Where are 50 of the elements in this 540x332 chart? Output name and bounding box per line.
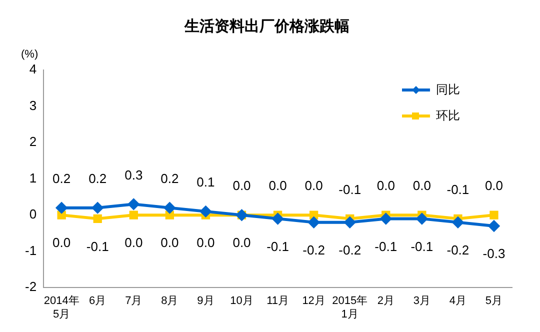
data-label: 0.0 bbox=[412, 178, 431, 194]
data-label: 0.0 bbox=[268, 178, 287, 194]
data-label: 0.0 bbox=[160, 235, 179, 250]
x-tick-label: 2月 bbox=[377, 295, 394, 308]
data-label: 0.0 bbox=[304, 178, 323, 194]
data-label: -0.1 bbox=[266, 238, 289, 254]
data-label: 0.0 bbox=[484, 178, 504, 194]
data-label: -0.1 bbox=[374, 238, 398, 254]
x-tick-label: 9月 bbox=[197, 295, 214, 308]
x-tick-label: 5月 bbox=[485, 295, 503, 308]
data-label: -0.1 bbox=[86, 238, 109, 254]
data-label: -0.1 bbox=[446, 182, 470, 197]
data-label: 0.2 bbox=[160, 170, 179, 186]
data-label: 0.0 bbox=[376, 178, 395, 194]
x-tick-label: 12月 bbox=[302, 295, 326, 308]
x-tick-label: 2014年 5月 bbox=[44, 295, 80, 320]
y-axis-title: (%) bbox=[21, 48, 38, 61]
x-tick-label: 7月 bbox=[125, 295, 142, 308]
x-tick-label: 4月 bbox=[449, 295, 467, 308]
data-label: 0.0 bbox=[52, 235, 71, 250]
y-tick-label: -2 bbox=[24, 279, 37, 294]
x-tick-label: 6月 bbox=[89, 295, 106, 308]
x-tick-label: 2015年 1月 bbox=[332, 295, 368, 320]
legend-label: 环比 bbox=[436, 108, 460, 122]
data-label: 0.1 bbox=[196, 174, 215, 190]
data-label: 0.2 bbox=[52, 170, 71, 186]
legend-label: 同比 bbox=[436, 82, 460, 96]
y-tick-label: 2 bbox=[29, 134, 37, 150]
y-tick-label: 4 bbox=[29, 62, 37, 77]
x-tick-label: 10月 bbox=[230, 295, 254, 308]
data-label: -0.3 bbox=[482, 246, 506, 262]
x-tick-label: 11月 bbox=[266, 295, 289, 308]
data-label: -0.2 bbox=[338, 242, 362, 258]
y-tick-label: 3 bbox=[29, 98, 37, 113]
chart-title: 生活资料出厂价格涨跌幅 bbox=[184, 18, 350, 36]
y-tick-label: -1 bbox=[24, 242, 37, 258]
y-tick-label: 1 bbox=[29, 170, 37, 186]
data-label: 0.0 bbox=[232, 178, 251, 194]
data-label: -0.2 bbox=[446, 242, 470, 258]
data-label: 0.0 bbox=[124, 235, 143, 250]
data-label: -0.1 bbox=[338, 182, 362, 197]
x-tick-label: 3月 bbox=[413, 295, 430, 308]
data-label: 0.2 bbox=[88, 170, 107, 186]
data-label: 0.3 bbox=[124, 167, 143, 182]
y-tick-label: 0 bbox=[29, 206, 37, 222]
data-label: -0.2 bbox=[302, 242, 326, 258]
data-label: -0.1 bbox=[410, 238, 434, 254]
x-tick-label: 8月 bbox=[161, 295, 178, 308]
data-label: 0.0 bbox=[232, 235, 251, 250]
data-label: 0.0 bbox=[196, 235, 215, 250]
